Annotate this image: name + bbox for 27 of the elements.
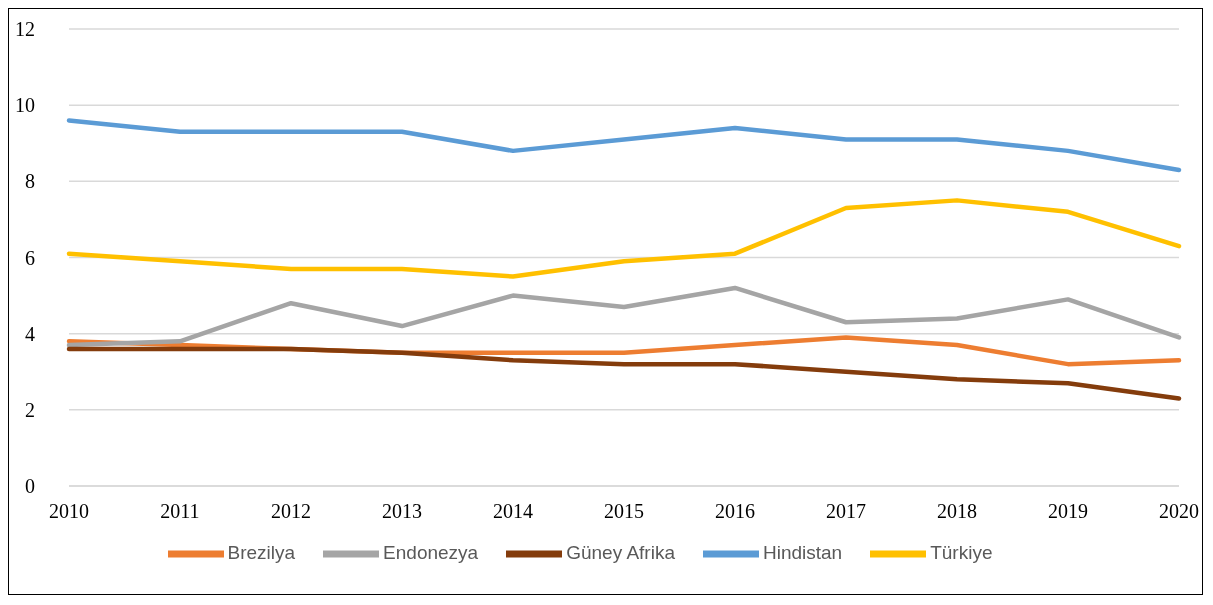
y-tick-label: 0 — [25, 475, 35, 498]
x-tick-label: 2012 — [271, 500, 311, 523]
y-tick-label: 10 — [15, 94, 35, 117]
legend-label: Brezilya — [227, 542, 296, 564]
x-tick-label: 2014 — [493, 500, 533, 523]
y-tick-label: 6 — [25, 246, 35, 269]
line-series — [66, 198, 1182, 279]
x-tick-label: 2016 — [715, 500, 755, 523]
legend-label: Endonezya — [383, 542, 479, 564]
legend-label: Türkiye — [930, 542, 993, 564]
x-tick-label: 2018 — [937, 500, 977, 523]
x-tick-label: 2017 — [826, 500, 866, 523]
x-tick-label: 2013 — [382, 500, 422, 523]
legend-label: Hindistan — [762, 542, 843, 564]
y-tick-label: 8 — [25, 170, 35, 193]
line-series — [66, 118, 1182, 173]
x-tick-label: 2020 — [1159, 500, 1199, 523]
x-tick-label: 2011 — [160, 500, 200, 523]
x-tick-label: 2019 — [1048, 500, 1088, 523]
x-tick-label: 2010 — [49, 500, 89, 523]
legend-label: Güney Afrika — [566, 542, 675, 564]
x-tick-label: 2015 — [604, 500, 644, 523]
y-tick-label: 4 — [25, 322, 35, 345]
line-series — [66, 285, 1182, 348]
y-tick-label: 2 — [25, 398, 35, 421]
line-series — [66, 346, 1182, 401]
y-tick-label: 12 — [15, 18, 35, 41]
